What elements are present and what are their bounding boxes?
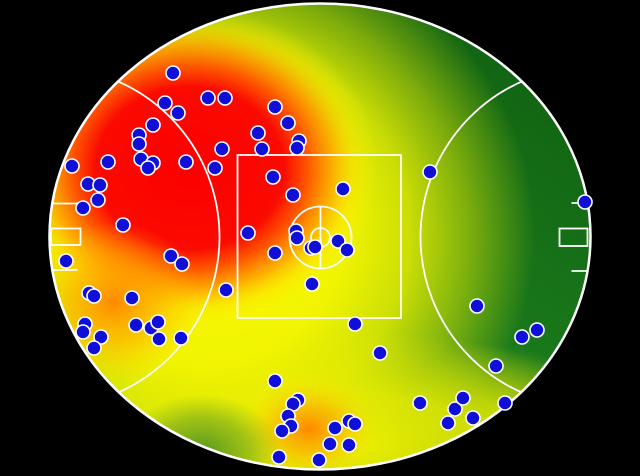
data-point <box>412 395 428 411</box>
data-point <box>86 288 102 304</box>
data-point <box>100 154 116 170</box>
data-point <box>217 90 233 106</box>
data-point <box>529 322 545 338</box>
fifty-metre-arc-left <box>49 66 221 408</box>
data-point <box>86 340 102 356</box>
data-point <box>289 230 305 246</box>
data-point <box>150 314 166 330</box>
data-point <box>163 248 179 264</box>
data-point <box>347 416 363 432</box>
data-point <box>341 437 357 453</box>
data-point <box>322 436 338 452</box>
field-boundary <box>48 2 592 471</box>
data-point <box>207 160 223 176</box>
data-point <box>173 330 189 346</box>
data-point <box>267 373 283 389</box>
data-point <box>265 169 281 185</box>
data-point <box>372 345 388 361</box>
data-point <box>250 125 266 141</box>
data-point <box>440 415 456 431</box>
center-square <box>236 154 402 319</box>
data-point <box>455 390 471 406</box>
data-point <box>514 329 530 345</box>
data-point <box>254 141 270 157</box>
data-point <box>307 239 323 255</box>
data-point <box>151 331 167 347</box>
fifty-metre-arc-right <box>419 66 591 408</box>
data-point <box>267 99 283 115</box>
data-point <box>339 242 355 258</box>
data-point <box>90 192 106 208</box>
data-point <box>347 316 363 332</box>
data-point <box>271 449 287 465</box>
data-point <box>214 141 230 157</box>
data-point <box>335 181 351 197</box>
data-point <box>178 154 194 170</box>
data-point <box>124 290 140 306</box>
data-point <box>267 245 283 261</box>
data-point <box>240 225 256 241</box>
data-point <box>131 136 147 152</box>
field-markings <box>49 66 591 408</box>
goal-square-left <box>50 227 82 246</box>
data-point <box>165 65 181 81</box>
data-point <box>145 117 161 133</box>
data-point <box>280 115 296 131</box>
data-point <box>115 217 131 233</box>
data-point <box>92 177 108 193</box>
data-point <box>469 298 485 314</box>
data-point <box>422 164 438 180</box>
data-point <box>465 410 481 426</box>
data-point <box>289 140 305 156</box>
data-point <box>327 420 343 436</box>
data-point <box>304 276 320 292</box>
data-point <box>75 324 91 340</box>
data-point <box>488 358 504 374</box>
data-point <box>274 423 290 439</box>
data-point <box>64 158 80 174</box>
heat-spot-3 <box>49 222 202 382</box>
data-point <box>447 401 463 417</box>
data-point <box>93 329 109 345</box>
data-point <box>311 452 327 468</box>
goal-square-right <box>558 227 589 247</box>
data-point <box>140 160 156 176</box>
data-point <box>200 90 216 106</box>
data-point <box>58 253 74 269</box>
data-point <box>577 194 593 210</box>
data-point <box>170 105 186 121</box>
data-point <box>128 317 144 333</box>
scatter-points-layer <box>58 65 593 468</box>
data-point <box>157 95 173 111</box>
data-point <box>75 200 91 216</box>
data-point <box>497 395 513 411</box>
data-point <box>285 187 301 203</box>
data-point <box>218 282 234 298</box>
data-point <box>174 256 190 272</box>
